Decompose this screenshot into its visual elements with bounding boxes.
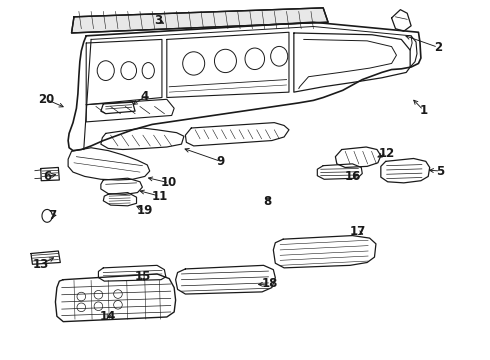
Text: 12: 12 <box>379 147 395 159</box>
Text: 9: 9 <box>217 155 225 168</box>
Text: 20: 20 <box>38 93 54 106</box>
Text: 7: 7 <box>48 210 56 222</box>
Polygon shape <box>72 8 328 33</box>
Text: 14: 14 <box>100 310 117 323</box>
Text: 13: 13 <box>33 258 49 271</box>
Text: 19: 19 <box>137 204 153 217</box>
Text: 5: 5 <box>436 165 444 177</box>
Text: 8: 8 <box>263 195 271 208</box>
Text: 11: 11 <box>151 190 168 203</box>
Text: 2: 2 <box>434 41 442 54</box>
Text: 18: 18 <box>261 278 278 291</box>
Text: 3: 3 <box>154 14 162 27</box>
Text: 17: 17 <box>349 225 366 238</box>
Text: 15: 15 <box>134 270 150 283</box>
Text: 1: 1 <box>419 104 427 117</box>
Text: 10: 10 <box>161 176 177 189</box>
Text: 6: 6 <box>43 170 51 183</box>
Text: 16: 16 <box>344 170 361 183</box>
Text: 4: 4 <box>141 90 149 103</box>
